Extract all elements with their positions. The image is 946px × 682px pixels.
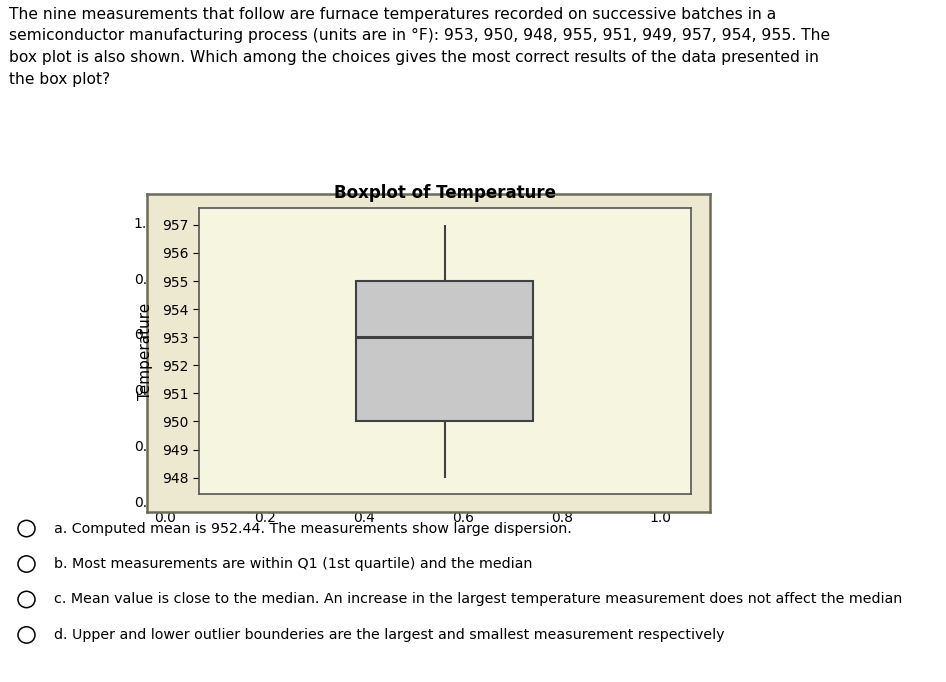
Text: b. Most measurements are within Q1 (1st quartile) and the median: b. Most measurements are within Q1 (1st … xyxy=(54,557,533,571)
Text: d. Upper and lower outlier bounderies are the largest and smallest measurement r: d. Upper and lower outlier bounderies ar… xyxy=(54,628,725,642)
Title: Boxplot of Temperature: Boxplot of Temperature xyxy=(334,184,555,203)
Text: The nine measurements that follow are furnace temperatures recorded on successiv: The nine measurements that follow are fu… xyxy=(9,7,831,87)
Y-axis label: Temperature: Temperature xyxy=(138,303,153,400)
Text: a. Computed mean is 952.44. The measurements show large dispersion.: a. Computed mean is 952.44. The measurem… xyxy=(54,522,571,535)
Bar xyxy=(356,281,534,421)
Text: c. Mean value is close to the median. An increase in the largest temperature mea: c. Mean value is close to the median. An… xyxy=(54,593,902,606)
